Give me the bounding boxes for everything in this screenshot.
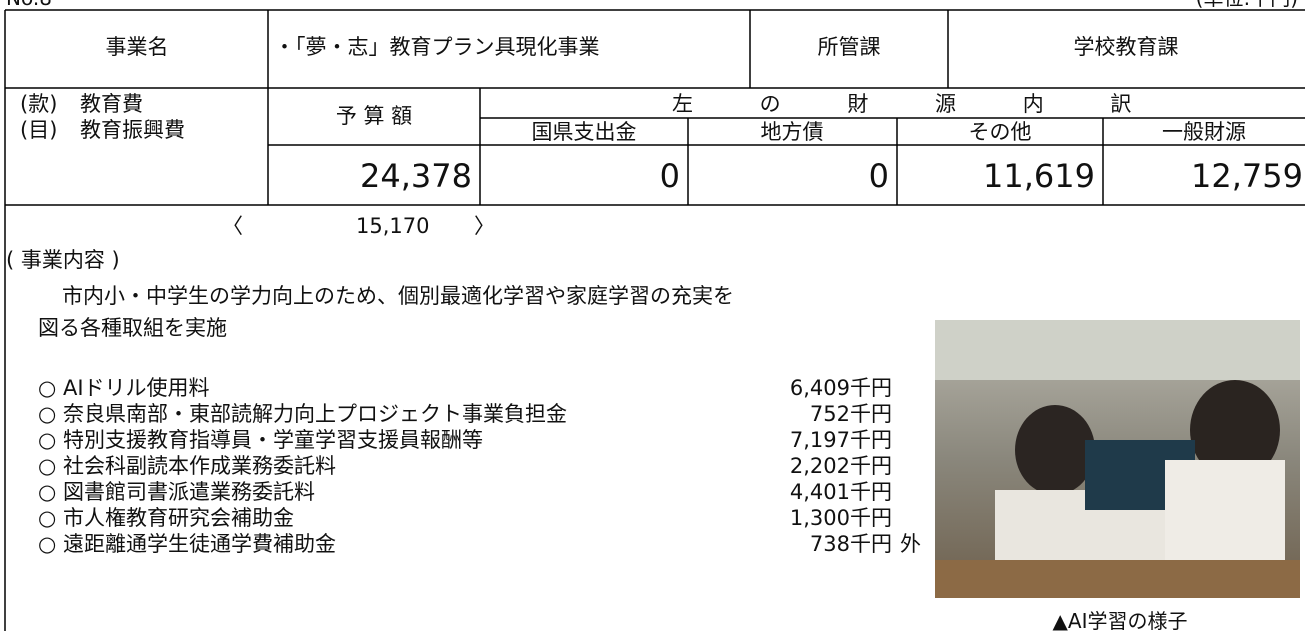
item-amount: 6,409千円	[789, 376, 892, 400]
column-header: その他	[968, 120, 1032, 144]
item-name: ○ 遠距離通学生徒通学費補助金	[38, 532, 336, 556]
label: (目)	[20, 118, 58, 142]
bracket: 〉	[474, 214, 495, 238]
label: (款)	[20, 92, 58, 116]
item-name: ○ 図書館司書派遣業務委託料	[38, 480, 315, 504]
item-name: ○ 市人権教育研究会補助金	[38, 506, 294, 530]
item-amount: 752千円	[809, 402, 892, 426]
label: 予 算 額	[335, 104, 413, 128]
amount: 0	[868, 157, 889, 195]
item-amount: 4,401千円	[789, 480, 892, 504]
heading: ( 事業内容 )	[6, 248, 120, 272]
description: 図る各種取組を実施	[38, 316, 227, 340]
item-amount: 7,197千円	[789, 428, 892, 452]
label: 所管課	[817, 35, 881, 59]
column-header: 地方債	[760, 120, 824, 144]
sheet-number: No.8	[6, 0, 52, 8]
unit: (単位:千円)	[1196, 0, 1298, 8]
item-name: ○ 特別支援教育指導員・学童学習支援員報酬等	[38, 428, 483, 452]
amount: 24,378	[360, 157, 472, 195]
label: 事業名	[105, 35, 169, 59]
item-name: ○ 社会科副読本作成業務委託料	[38, 454, 336, 478]
amount: 0	[659, 157, 680, 195]
item-amount: 1,300千円	[789, 506, 892, 530]
amount: 11,619	[983, 157, 1095, 195]
department: 学校教育課	[1073, 35, 1179, 59]
item-name: ○ 奈良県南部・東部読解力向上プロジェクト事業負担金	[38, 402, 567, 426]
item-amount: 738千円	[809, 532, 892, 556]
photo	[935, 320, 1300, 598]
project-name: ・「夢・志」教育プラン具現化事業	[274, 35, 600, 59]
description: 市内小・中学生の学力向上のため、個別最適化学習や家庭学習の充実を	[62, 284, 734, 308]
previous-amount: 15,170	[356, 214, 430, 238]
column-header: 一般財源	[1162, 120, 1246, 144]
bracket: 〈	[222, 214, 243, 238]
item-amount: 2,202千円	[789, 454, 892, 478]
value: 教育費	[80, 92, 143, 116]
column-header: 国県支出金	[531, 120, 637, 144]
caption: ▲AI学習の様子	[1052, 609, 1188, 633]
label: 左 の 財 源 内 訳	[672, 92, 1162, 116]
item-name: ○ AIドリル使用料	[38, 376, 210, 400]
amount: 12,759	[1191, 157, 1303, 195]
suffix: 外	[900, 532, 921, 556]
value: 教育振興費	[80, 118, 185, 142]
